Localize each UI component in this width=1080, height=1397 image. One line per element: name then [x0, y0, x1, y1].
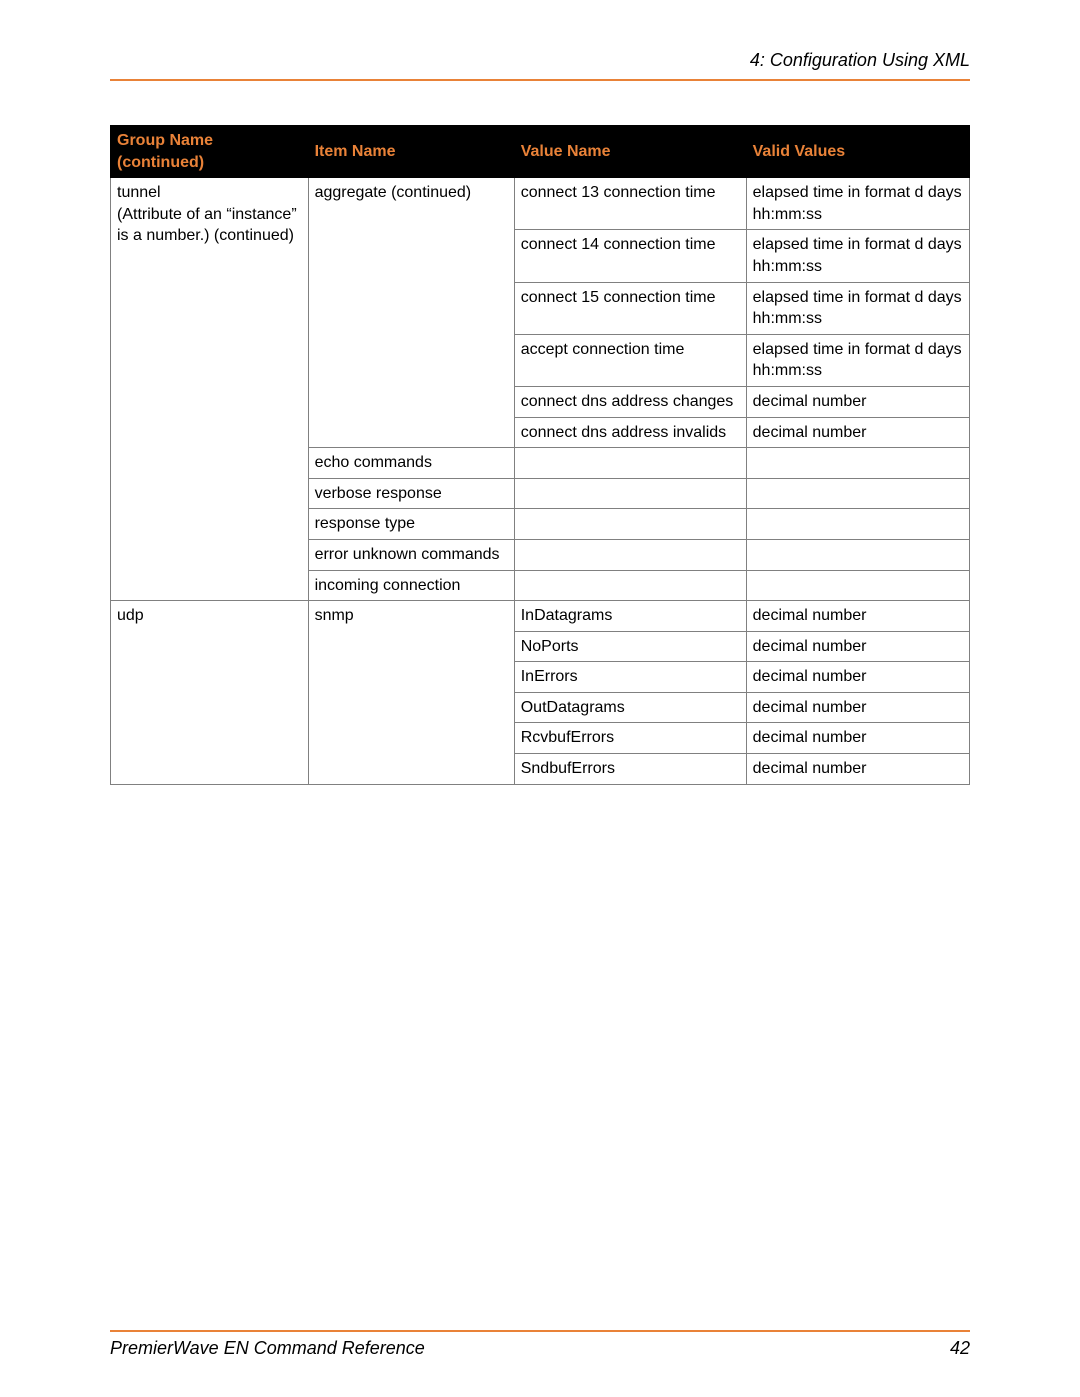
footer-title: PremierWave EN Command Reference	[110, 1338, 425, 1359]
table-row: udp snmp InDatagrams decimal number	[111, 601, 970, 632]
valid-cell: decimal number	[746, 662, 969, 693]
group-cell-tunnel: tunnel (Attribute of an “instance” is a …	[111, 178, 309, 601]
valid-cell: elapsed time in format d days hh:mm:ss	[746, 178, 969, 230]
valid-cell: decimal number	[746, 631, 969, 662]
valid-cell	[746, 539, 969, 570]
value-cell: connect 14 connection time	[514, 230, 746, 282]
group-cell-udp: udp	[111, 601, 309, 785]
col-value-name: Value Name	[514, 126, 746, 178]
valid-cell: elapsed time in format d days hh:mm:ss	[746, 334, 969, 386]
value-cell: InDatagrams	[514, 601, 746, 632]
group-name-text: tunnel	[117, 184, 161, 201]
value-cell: InErrors	[514, 662, 746, 693]
value-cell: SndbufErrors	[514, 754, 746, 785]
item-cell: incoming connection	[308, 570, 514, 601]
valid-cell: decimal number	[746, 723, 969, 754]
group-name-note: (Attribute of an “instance” is a number.…	[117, 206, 297, 245]
table-row: tunnel (Attribute of an “instance” is a …	[111, 178, 970, 230]
value-cell: connect dns address changes	[514, 386, 746, 417]
col-item-name: Item Name	[308, 126, 514, 178]
valid-cell: decimal number	[746, 601, 969, 632]
value-cell: OutDatagrams	[514, 692, 746, 723]
item-cell-snmp: snmp	[308, 601, 514, 785]
value-cell: NoPorts	[514, 631, 746, 662]
col-group-name: Group Name (continued)	[111, 126, 309, 178]
item-cell: echo commands	[308, 448, 514, 479]
item-cell-aggregate: aggregate (continued)	[308, 178, 514, 448]
table-header-row: Group Name (continued) Item Name Value N…	[111, 126, 970, 178]
config-table: Group Name (continued) Item Name Value N…	[110, 125, 970, 785]
valid-cell: decimal number	[746, 386, 969, 417]
value-cell	[514, 478, 746, 509]
valid-cell	[746, 509, 969, 540]
value-cell: connect 13 connection time	[514, 178, 746, 230]
value-cell: connect 15 connection time	[514, 282, 746, 334]
col-valid-values: Valid Values	[746, 126, 969, 178]
header-rule	[110, 79, 970, 81]
valid-cell	[746, 478, 969, 509]
value-cell: accept connection time	[514, 334, 746, 386]
valid-cell: decimal number	[746, 417, 969, 448]
page-number: 42	[950, 1338, 970, 1359]
value-cell: RcvbufErrors	[514, 723, 746, 754]
value-cell	[514, 539, 746, 570]
chapter-heading: 4: Configuration Using XML	[110, 50, 970, 79]
valid-cell: decimal number	[746, 754, 969, 785]
value-cell: connect dns address invalids	[514, 417, 746, 448]
valid-cell: decimal number	[746, 692, 969, 723]
item-cell: error unknown commands	[308, 539, 514, 570]
valid-cell: elapsed time in format d days hh:mm:ss	[746, 230, 969, 282]
footer-rule	[110, 1330, 970, 1332]
valid-cell: elapsed time in format d days hh:mm:ss	[746, 282, 969, 334]
item-cell: verbose response	[308, 478, 514, 509]
item-cell: response type	[308, 509, 514, 540]
value-cell	[514, 448, 746, 479]
valid-cell	[746, 570, 969, 601]
valid-cell	[746, 448, 969, 479]
value-cell	[514, 570, 746, 601]
value-cell	[514, 509, 746, 540]
